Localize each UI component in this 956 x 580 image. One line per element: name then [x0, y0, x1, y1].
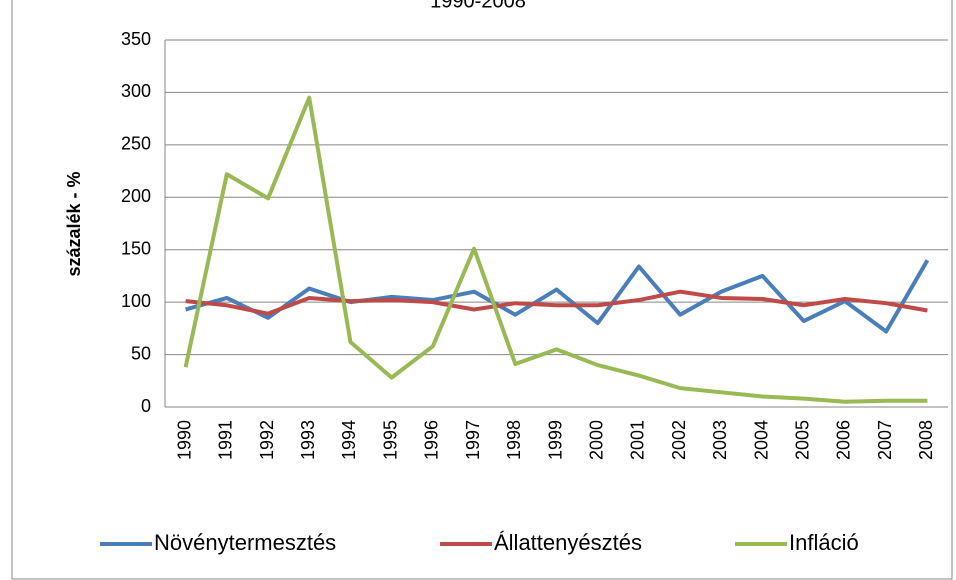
y-tick-label: 50: [131, 343, 151, 363]
x-tick-label: 2006: [834, 420, 854, 460]
x-tick-label: 1994: [339, 420, 359, 460]
x-tick-label: 2002: [669, 420, 689, 460]
x-tick-label: 2000: [586, 420, 606, 460]
y-tick-label: 100: [121, 291, 151, 311]
x-tick-label: 2005: [793, 420, 813, 460]
y-tick-label: 250: [121, 134, 151, 154]
y-tick-label: 300: [121, 81, 151, 101]
x-tick-label: 1995: [380, 420, 400, 460]
x-tick-label: 1999: [545, 420, 565, 460]
x-tick-label: 1991: [216, 420, 236, 460]
legend-label: Állattenyésztés: [494, 530, 642, 555]
chart-title: 1990-2008: [430, 0, 526, 12]
legend-label: Infláció: [789, 530, 859, 555]
x-tick-label: 2001: [628, 420, 648, 460]
x-tick-label: 2008: [916, 420, 936, 460]
y-tick-label: 150: [121, 238, 151, 258]
x-tick-label: 1993: [298, 420, 318, 460]
x-tick-label: 2007: [875, 420, 895, 460]
line-series: [183, 95, 928, 404]
line-series: [185, 259, 930, 334]
x-tick-label: 2003: [710, 420, 730, 460]
x-tick-label: 2004: [751, 420, 771, 460]
x-tick-label: 1990: [174, 420, 194, 460]
x-tick-label: 1992: [257, 420, 277, 460]
y-axis-label: százalék - %: [64, 171, 84, 276]
y-tick-label: 0: [141, 396, 151, 416]
legend-label: Növénytermesztés: [154, 530, 336, 555]
x-tick-label: 1997: [463, 420, 483, 460]
x-tick-label: 1998: [504, 420, 524, 460]
line-series: [185, 289, 928, 316]
y-tick-label: 350: [121, 29, 151, 49]
y-tick-label: 200: [121, 186, 151, 206]
chart-frame: [11, 0, 953, 580]
x-tick-label: 1996: [422, 420, 442, 460]
